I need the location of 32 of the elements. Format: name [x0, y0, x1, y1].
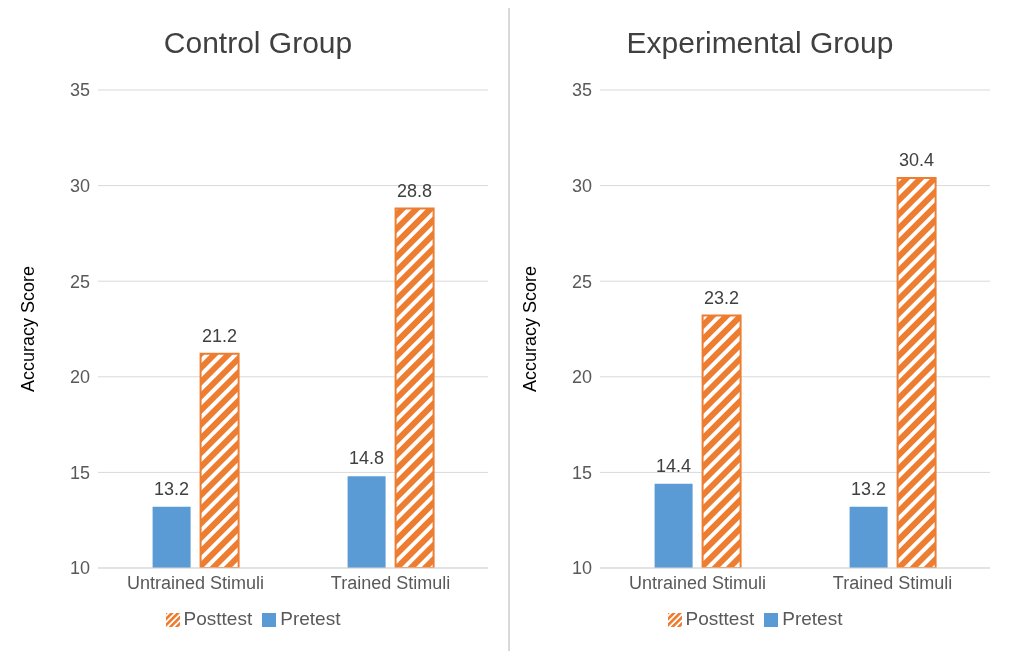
x-tick-label: Untrained Stimuli [628, 572, 767, 593]
x-tick-label: Trained Stimuli [330, 572, 451, 593]
data-label: 14.4 [656, 455, 692, 476]
y-tick-label: 35 [571, 80, 592, 101]
y-tick-label: 20 [69, 367, 90, 388]
data-label: 30.4 [899, 149, 935, 170]
data-label: 21.2 [202, 325, 238, 346]
y-tick-label: 15 [69, 462, 90, 483]
y-axis-title: Accuracy Score [520, 265, 541, 393]
legend-label: Pretest [280, 608, 341, 629]
y-tick-label: 20 [571, 367, 592, 388]
y-tick-label: 10 [571, 558, 592, 579]
y-tick-label: 25 [571, 271, 592, 292]
data-label: 13.2 [154, 478, 190, 499]
y-tick-label: 30 [571, 175, 592, 196]
x-tick-label: Untrained Stimuli [126, 572, 265, 593]
x-tick-label: Trained Stimuli [832, 572, 953, 593]
chart-title: Experimental Group [625, 26, 895, 61]
y-tick-label: 15 [571, 462, 592, 483]
legend-label: Pretest [782, 608, 843, 629]
legend-label: Posttest [685, 608, 755, 629]
y-tick-label: 10 [69, 558, 90, 579]
legend-label: Posttest [183, 608, 253, 629]
data-label: 14.8 [349, 448, 385, 469]
y-tick-label: 35 [69, 80, 90, 101]
data-label: 28.8 [397, 180, 433, 201]
y-axis-title: Accuracy Score [18, 265, 39, 393]
chart-title: Control Group [162, 26, 354, 61]
data-label: 13.2 [851, 478, 887, 499]
y-tick-label: 30 [69, 175, 90, 196]
data-label: 23.2 [704, 287, 740, 308]
y-tick-label: 25 [69, 271, 90, 292]
